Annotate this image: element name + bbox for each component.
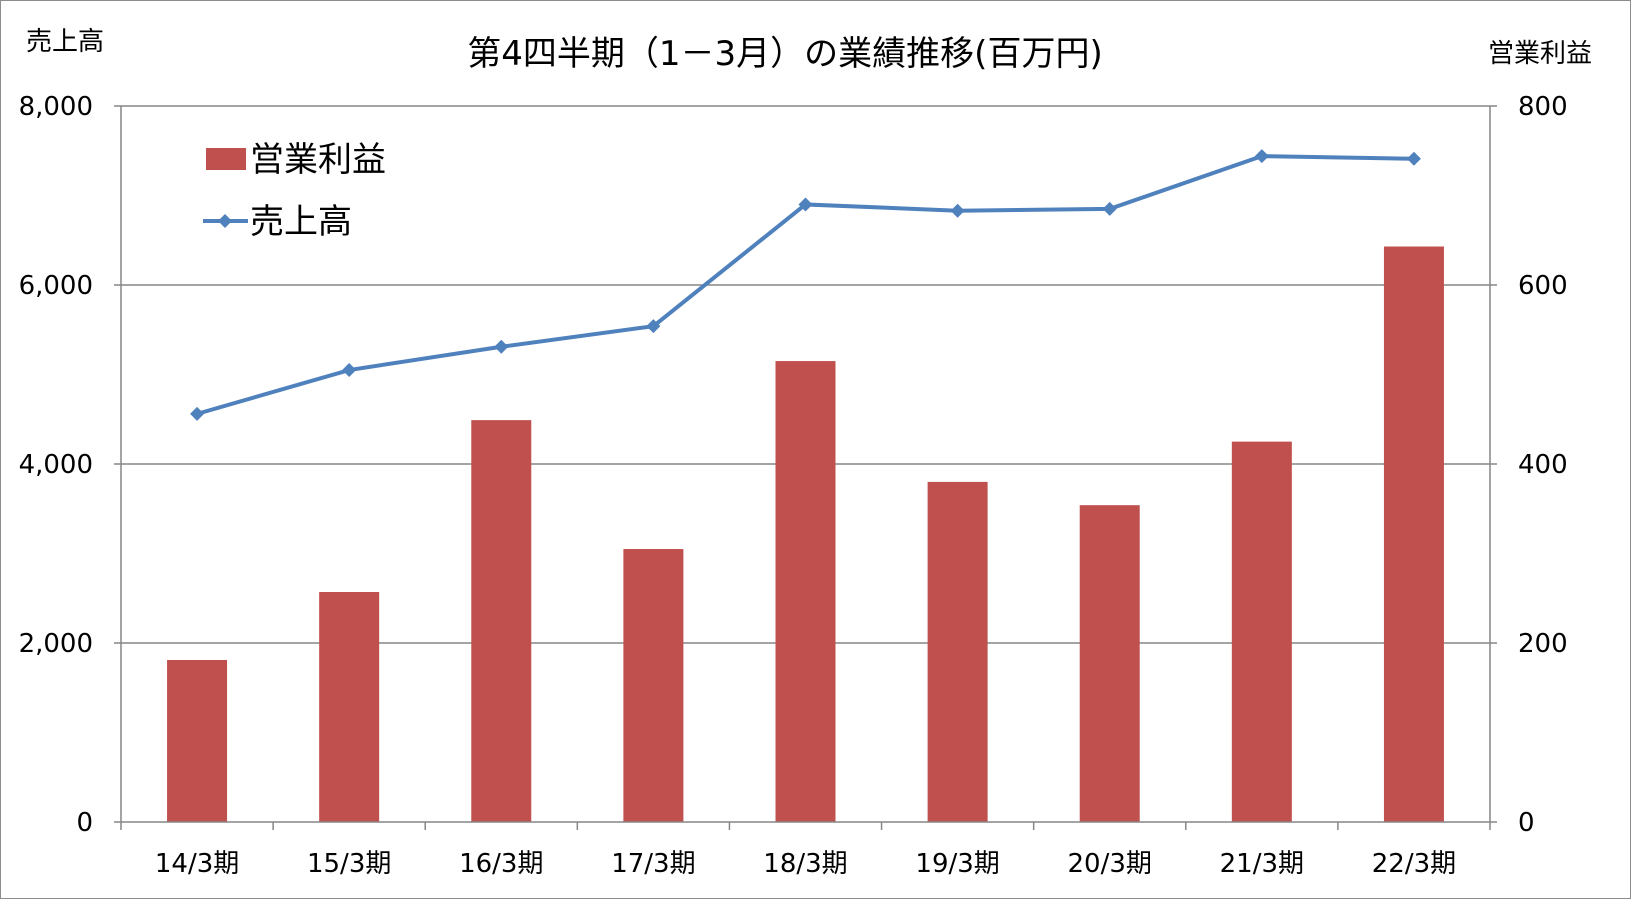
line-point: [1406, 151, 1421, 166]
right-tick-label: 600: [1518, 271, 1568, 301]
right-axis-label: 営業利益: [1488, 39, 1592, 69]
left-tick-label: 4,000: [19, 450, 93, 480]
legend-label-bar: 営業利益: [250, 140, 386, 180]
bar: [1231, 441, 1292, 822]
left-tick-label: 2,000: [19, 629, 93, 659]
bar: [167, 660, 228, 822]
bar: [623, 549, 684, 822]
line-point: [950, 203, 965, 218]
x-tick-label: 15/3期: [307, 849, 391, 879]
line-point: [798, 197, 813, 212]
x-tick-label: 20/3期: [1068, 849, 1152, 879]
bar: [471, 420, 532, 822]
line-point: [1102, 201, 1117, 216]
legend-swatch-marker: [218, 214, 232, 228]
line-point: [494, 339, 509, 354]
right-tick-label: 400: [1518, 450, 1568, 480]
legend-label-line: 売上高: [250, 202, 352, 242]
bar: [775, 361, 836, 822]
bar: [1079, 505, 1140, 822]
x-tick-label: 14/3期: [155, 849, 239, 879]
line-point: [646, 319, 661, 334]
left-tick-label: 6,000: [19, 271, 93, 301]
bar: [319, 591, 380, 822]
axes: 0 2,000 4,000 6,000 8,000 0 200 400 600 800 14/3期 1…: [19, 92, 1568, 879]
bar-series: [167, 246, 1444, 822]
x-tick-label: 17/3期: [611, 849, 695, 879]
bar: [927, 481, 988, 822]
bar: [1383, 246, 1444, 822]
x-tick-label: 18/3期: [763, 849, 847, 879]
x-tick-label: 19/3期: [915, 849, 999, 879]
x-tick-label: 21/3期: [1220, 849, 1304, 879]
right-tick-label: 200: [1518, 629, 1568, 659]
chart-title: 第4四半期（1－3月）の業績推移(百万円): [467, 34, 1102, 74]
right-tick-label: 800: [1518, 92, 1568, 122]
x-tick-label: 16/3期: [459, 849, 543, 879]
line-point: [1254, 149, 1269, 164]
line-series: [190, 149, 1421, 421]
x-tick-label: 22/3期: [1372, 849, 1456, 879]
right-tick-label: 0: [1518, 808, 1535, 838]
legend-swatch-bar: [206, 148, 246, 170]
line-point: [342, 363, 357, 378]
left-tick-label: 0: [76, 808, 93, 838]
line-point: [190, 406, 205, 421]
left-axis-label: 売上高: [26, 27, 104, 57]
left-tick-label: 8,000: [19, 92, 93, 122]
